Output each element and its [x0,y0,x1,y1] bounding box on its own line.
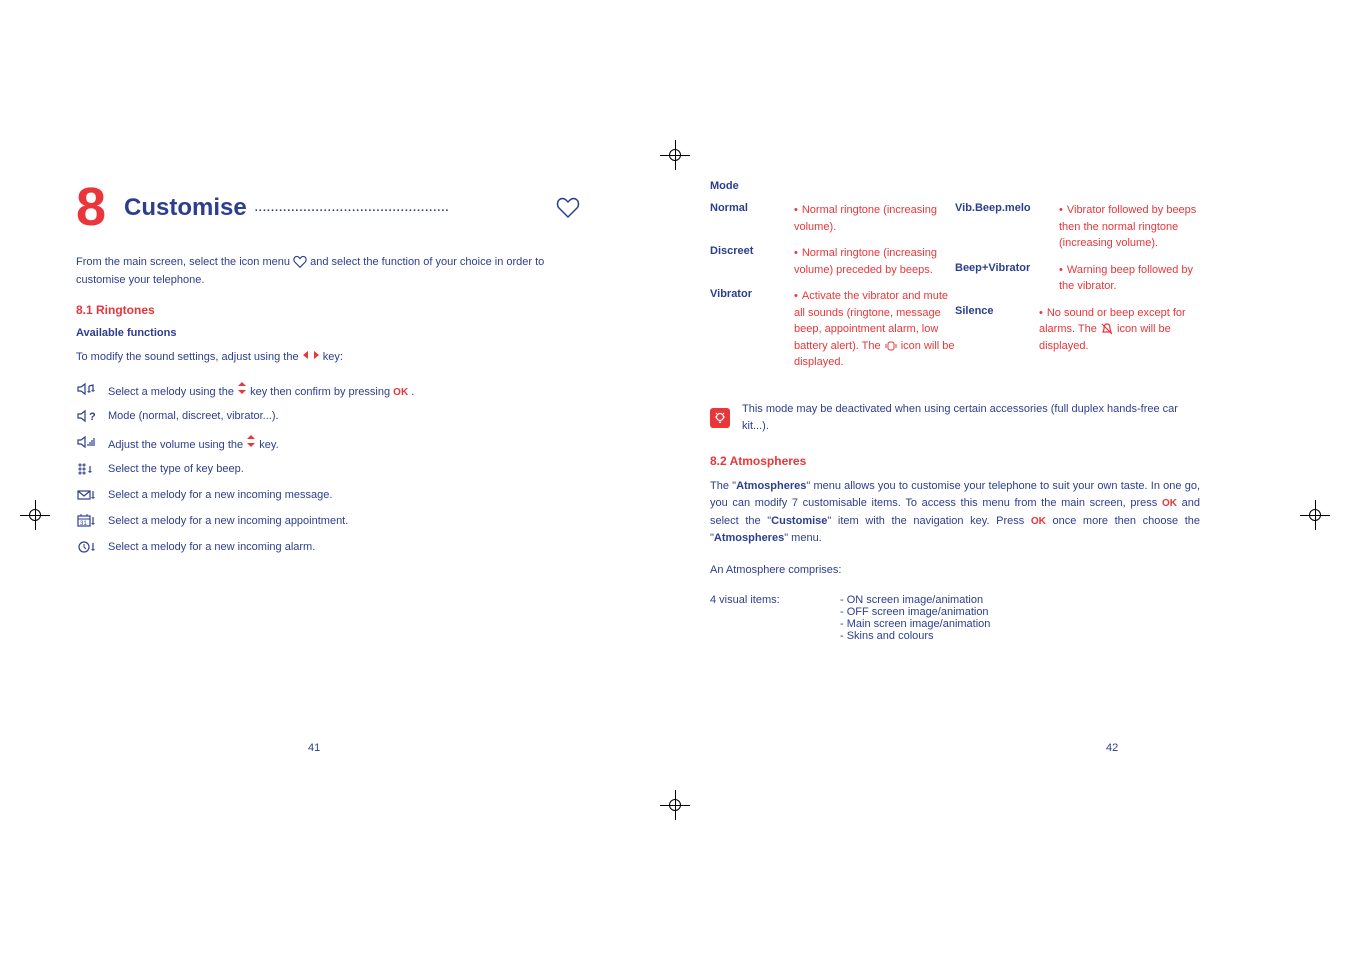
registration-mark-right [1300,500,1330,530]
ok-button-text: OK [1162,498,1177,509]
page-number-right: 42 [1106,742,1118,754]
speaker-bars-icon [76,434,98,450]
mode-desc-normal: •Normal ringtone (increasing volume). [790,202,955,235]
section-8-1-heading: 8.1 Ringtones [76,303,580,317]
visual-item: - ON screen image/animation [840,594,1200,606]
function-text: Select a melody for a new incoming appoi… [108,515,348,527]
chapter-header: 8 Customise ............................… [76,180,580,234]
modify-text: To modify the sound settings, adjust usi… [76,349,580,367]
mode-row-vibbeepmelo: Vib.Beep.melo •Vibrator followed by beep… [955,202,1200,252]
keypad-note-icon [76,461,98,477]
page-container: 8 Customise ............................… [0,0,1351,646]
function-item-keybeep: Select the type of key beep. [76,461,580,477]
mode-label-normal: Normal [710,202,790,235]
mode-row-vibrator: Vibrator •Activate the vibrator and mute… [710,288,955,371]
function-text: Select a melody using the key then confi… [108,381,414,398]
mode-label-vibbeepmelo: Vib.Beep.melo [955,202,1055,252]
mode-row-beepvibrator: Beep+Vibrator •Warning beep followed by … [955,262,1200,295]
function-item-appointment: 31 Select a melody for a new incoming ap… [76,513,580,529]
chapter-title-wrap: Customise ..............................… [124,194,580,222]
visual-item: - Main screen image/animation [840,618,1200,630]
nav-updown-icon [246,434,256,448]
function-item-message: Select a melody for a new incoming messa… [76,487,580,503]
vibrator-inline-icon [884,339,898,353]
info-box: This mode may be deactivated when using … [710,401,1200,436]
visual-item: - Skins and colours [840,630,1200,642]
visual-items-label: 4 visual items: [710,594,840,642]
mode-table: Normal •Normal ringtone (increasing volu… [710,202,1200,381]
function-item-volume: Adjust the volume using the key. [76,434,580,451]
chapter-number: 8 [76,180,106,234]
page-left: 8 Customise ............................… [0,180,620,646]
clock-note-icon [76,539,98,555]
registration-mark-top [660,140,690,170]
lightbulb-icon [710,408,730,428]
function-text: Select the type of key beep. [108,463,244,475]
ok-button-text: OK [1031,516,1046,527]
nav-arrows-icon [302,349,320,367]
mode-desc-vibbeepmelo: •Vibrator followed by beeps then the nor… [1055,202,1200,252]
mode-label-silence: Silence [955,305,1035,355]
silence-inline-icon [1100,322,1114,336]
mode-col-left: Normal •Normal ringtone (increasing volu… [710,202,955,381]
heart-icon-inline [293,255,307,269]
available-functions-heading: Available functions [76,327,580,339]
comprises-text: An Atmosphere comprises: [710,562,1200,580]
svg-text:31: 31 [80,521,87,527]
envelope-note-icon [76,487,98,503]
mode-row-silence: Silence •No sound or beep except for ala… [955,305,1200,355]
ok-button-text: OK [393,387,408,398]
function-text: Mode (normal, discreet, vibrator...). [108,410,279,422]
svg-text:?: ? [89,411,96,423]
visual-items-row: 4 visual items: - ON screen image/animat… [710,594,1200,642]
function-text: Select a melody for a new incoming alarm… [108,541,315,553]
speaker-question-icon: ? [76,408,98,424]
section-8-2-heading: 8.2 Atmospheres [710,454,1200,468]
function-item-melody: Select a melody using the key then confi… [76,381,580,398]
intro-text: From the main screen, select the icon me… [76,254,580,289]
function-text: Adjust the volume using the key. [108,434,279,451]
chapter-title: Customise [124,194,247,222]
mode-label-beepvibrator: Beep+Vibrator [955,262,1055,295]
mode-heading: Mode [710,180,1200,192]
mode-desc-discreet: •Normal ringtone (increasing volume) pre… [790,245,955,278]
mode-desc-vibrator: •Activate the vibrator and mute all soun… [790,288,955,371]
registration-mark-left [20,500,50,530]
speaker-note-icon [76,381,98,397]
info-text: This mode may be deactivated when using … [742,401,1200,436]
registration-mark-bottom [660,790,690,820]
mode-desc-beepvibrator: •Warning beep followed by the vibrator. [1055,262,1200,295]
function-item-mode: ? Mode (normal, discreet, vibrator...). [76,408,580,424]
page-number-left: 41 [308,742,320,754]
heart-icon [556,196,580,220]
mode-row-discreet: Discreet •Normal ringtone (increasing vo… [710,245,955,278]
mode-desc-silence: •No sound or beep except for alarms. The… [1035,305,1200,355]
nav-updown-icon [237,381,247,395]
atmospheres-text: The "Atmospheres" menu allows you to cus… [710,478,1200,548]
visual-items-list: - ON screen image/animation - OFF screen… [840,594,1200,642]
function-item-alarm: Select a melody for a new incoming alarm… [76,539,580,555]
mode-row-normal: Normal •Normal ringtone (increasing volu… [710,202,955,235]
page-right: Mode Normal •Normal ringtone (increasing… [620,180,1240,646]
chapter-dots: ........................................… [247,202,556,214]
function-text: Select a melody for a new incoming messa… [108,489,332,501]
visual-item: - OFF screen image/animation [840,606,1200,618]
mode-label-vibrator: Vibrator [710,288,790,371]
calendar-note-icon: 31 [76,513,98,529]
mode-label-discreet: Discreet [710,245,790,278]
mode-col-right: Vib.Beep.melo •Vibrator followed by beep… [955,202,1200,381]
